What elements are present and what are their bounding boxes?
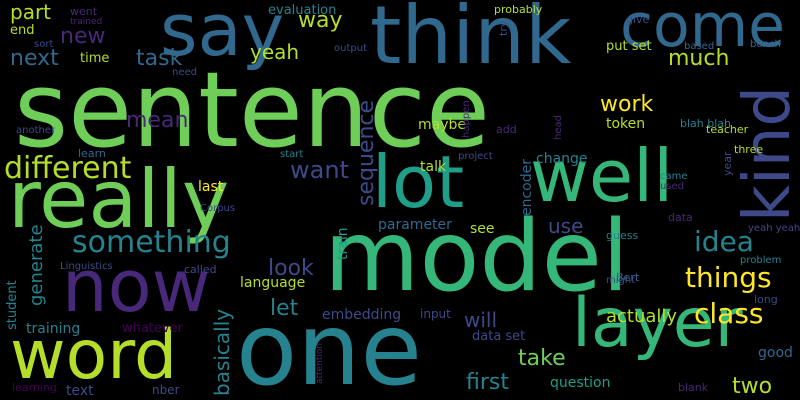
word-work: work [600, 92, 654, 117]
word-model: model [324, 200, 630, 314]
word-data-set: data set [472, 329, 526, 344]
word-bunch: bunch [750, 39, 781, 50]
word-happen: happen [461, 100, 472, 138]
word-first: first [466, 370, 509, 395]
word-project: project [458, 151, 493, 162]
word-idea: idea [694, 225, 754, 258]
word-encoder: encoder [519, 158, 535, 216]
word-say: say [160, 0, 285, 72]
word-next: next [10, 46, 59, 71]
word-train: train [335, 227, 351, 260]
word-new: new [60, 24, 106, 49]
word-long: long [754, 293, 778, 306]
word-mean: mean [126, 108, 189, 133]
word-now: now [62, 244, 211, 328]
word-class: class [694, 297, 764, 330]
word-evaluation: evaluation [268, 3, 337, 18]
word-actually: actually [606, 306, 678, 327]
word-nber: nber [152, 383, 180, 397]
word-give: give [626, 13, 650, 26]
word-take: take [518, 346, 566, 371]
word-data: data [668, 211, 693, 224]
word-need: need [172, 67, 197, 78]
word-went: went [70, 5, 98, 18]
word-part: part [10, 0, 52, 24]
word-try: try [497, 20, 510, 36]
word-question: question [550, 375, 611, 391]
word-whatever: whatever [122, 321, 183, 336]
word-based: based [684, 41, 715, 52]
word-language: language [240, 275, 306, 291]
word-sequence: sequence [354, 99, 379, 206]
word-token: token [606, 116, 646, 132]
word-came: came [660, 171, 688, 182]
word-guess: guess [606, 229, 639, 242]
word-word: word [10, 316, 178, 395]
word-teacher: teacher [706, 123, 749, 136]
word-student: student [5, 280, 20, 330]
word-yeah: yeah [250, 40, 300, 64]
word-look: look [268, 256, 314, 281]
word-basically: basically [210, 308, 234, 396]
word-time: time [80, 51, 110, 66]
word-Linguistics: Linguistics [60, 261, 113, 272]
word-two: two [732, 374, 773, 399]
word-talk: talk [420, 159, 447, 175]
word-lot: lot [372, 140, 465, 224]
word-Corpus: Corpus [200, 203, 236, 214]
word-input: input [420, 307, 451, 321]
word-Bert: Bert [616, 271, 640, 284]
word-something: something [72, 225, 231, 260]
word-come: come [620, 0, 786, 61]
word-last: last [198, 179, 224, 195]
word-one: one [236, 291, 423, 400]
word-put-set: put set [606, 39, 652, 54]
word-really: really [8, 153, 230, 246]
word-want: want [290, 156, 349, 184]
word-output: output [334, 43, 367, 54]
word-probably: probably [494, 3, 543, 16]
word-parameter: parameter [378, 217, 452, 233]
word-text: text [66, 383, 94, 399]
word-end: end [10, 23, 35, 38]
word-trained: trained [70, 17, 103, 27]
word-problem: problem [740, 255, 782, 266]
word-learn: learn [78, 147, 106, 160]
word-called: called [184, 263, 217, 276]
word-change: change [536, 151, 588, 167]
word-things: things [685, 261, 772, 294]
word-another: another [16, 125, 56, 136]
word-maybe: maybe [418, 117, 467, 133]
word-good: good [758, 345, 793, 361]
word-three: three [734, 143, 764, 156]
word-blank: blank [678, 381, 709, 394]
word-generate: generate [26, 224, 47, 306]
word-different: different [4, 151, 132, 186]
word-embedding: embedding [322, 307, 402, 323]
word-year: year [721, 151, 734, 176]
word-use: use [548, 214, 584, 238]
word-start: start [280, 149, 304, 160]
word-let: let [270, 296, 299, 321]
word-sentence: sentence [14, 49, 490, 171]
word-might: might [606, 275, 636, 286]
word-much: much [668, 46, 730, 71]
word-layer: layer [572, 284, 743, 363]
word-used: used [660, 181, 685, 192]
word-blah-blah: blah blah [680, 117, 731, 130]
word-task: task [136, 46, 183, 71]
word-add: add [496, 123, 517, 136]
word-way: way [298, 8, 343, 33]
word-training: training [26, 321, 81, 337]
word-see: see [470, 221, 495, 237]
word-learning: learning [12, 381, 57, 394]
word-attention: attention [315, 342, 325, 384]
word-yeah-yeah: yeah yeah [748, 223, 800, 234]
word-head: head [553, 115, 564, 140]
word-sort: sort [34, 39, 54, 50]
word-think: think [370, 0, 572, 82]
word-will: will [464, 308, 498, 332]
word-well: well [530, 134, 674, 218]
